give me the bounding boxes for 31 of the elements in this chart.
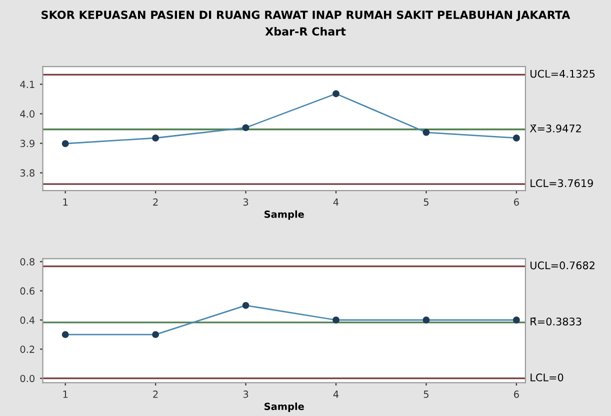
ref-line-label: LCL=3.7619 — [530, 179, 593, 188]
ref-line-label: LCL=0 — [530, 373, 564, 382]
x-tick-label: 3 — [243, 390, 248, 398]
x-tick-label: 2 — [153, 198, 158, 206]
y-tick-label: 4.1 — [20, 80, 34, 88]
y-tick-label: 0.2 — [20, 346, 34, 354]
x-tick-label: 5 — [424, 390, 428, 398]
ref-line-label: X̄=3.9472 — [530, 124, 581, 132]
y-tick-label: 0.4 — [20, 316, 35, 324]
y-tick-label: 0.6 — [20, 287, 35, 295]
y-tick-label: 0.0 — [20, 374, 34, 382]
ref-line-label: R̄=0.3833 — [530, 318, 582, 326]
x-tick-label: 6 — [514, 390, 519, 398]
x-tick-label: 2 — [153, 390, 158, 398]
y-tick-label: 3.8 — [20, 169, 34, 177]
ref-line-label: UCL=4.1325 — [530, 70, 595, 78]
chart-subtitle: Xbar-R Chart — [265, 27, 346, 36]
y-tick-label: 4.0 — [20, 110, 34, 118]
x-tick-label: 5 — [424, 198, 428, 206]
x-tick-label: 1 — [63, 390, 68, 398]
x-tick-label: 3 — [243, 198, 248, 206]
x-axis-title: Sample — [264, 402, 304, 412]
ref-line-label: UCL=0.7682 — [530, 261, 594, 270]
x-tick-label: 6 — [514, 198, 519, 206]
x-tick-label: 4 — [333, 390, 339, 398]
y-tick-label: 0.8 — [20, 258, 34, 266]
y-tick-label: 3.9 — [20, 140, 34, 148]
x-tick-label: 1 — [63, 198, 68, 206]
x-axis-title: Sample — [264, 210, 304, 220]
chart-title: SKOR KEPUASAN PASIEN DI RUANG RAWAT INAP RUMAH SAKIT PELABUHAN JAKARTA — [42, 10, 570, 22]
x-tick-label: 4 — [333, 198, 339, 206]
